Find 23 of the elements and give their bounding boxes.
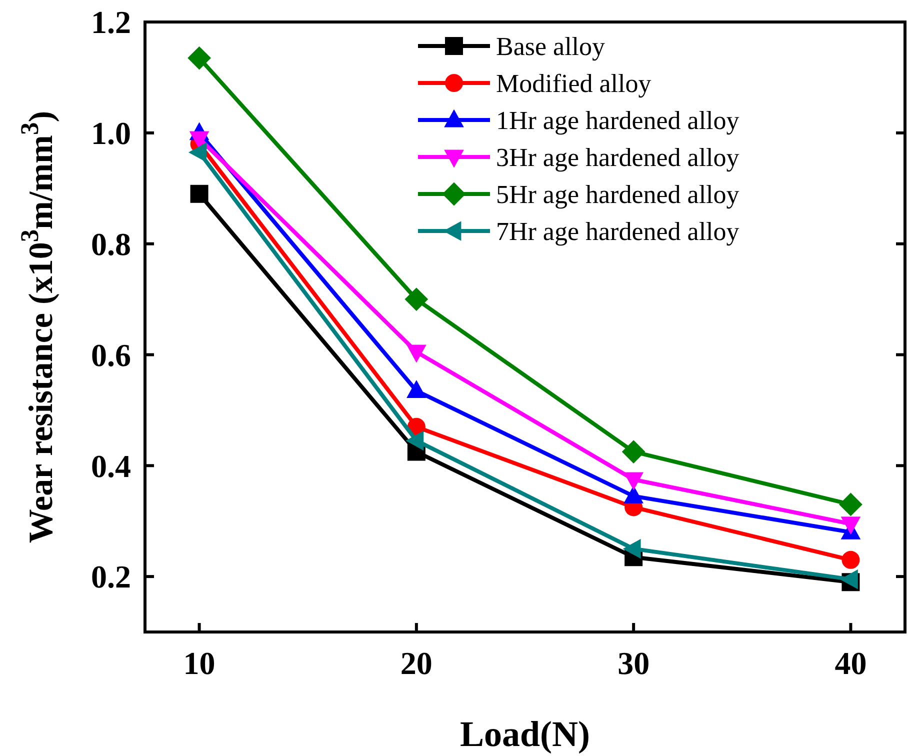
x-tick-label: 10: [183, 645, 216, 681]
legend-label: 7Hr age hardened alloy: [496, 217, 740, 246]
point: [404, 288, 428, 311]
point: [839, 492, 862, 516]
x-tick-label: 30: [618, 645, 650, 681]
x-tick-label: 20: [400, 645, 432, 681]
legend-label: 5Hr age hardened alloy: [496, 180, 740, 210]
point: [188, 46, 211, 70]
x-tick-label: 40: [834, 645, 867, 681]
legend-label: Modified alloy: [496, 69, 652, 98]
legend-label: 1Hr age hardened alloy: [496, 106, 740, 136]
legend-label: Base alloy: [496, 32, 606, 62]
y-tick-label: 0.4: [91, 448, 131, 484]
y-tick-label: 0.8: [91, 226, 131, 262]
x-axis-title: Load(N): [460, 714, 590, 754]
point: [622, 440, 646, 464]
y-tick-label: 1.0: [91, 115, 131, 152]
point: [842, 550, 860, 569]
y-tick-label: 0.2: [91, 558, 131, 595]
legend-label: 3Hr age hardened alloy: [496, 143, 740, 172]
y-tick-label: 0.6: [91, 336, 131, 373]
point: [190, 184, 208, 203]
y-tick-label: 1.2: [91, 4, 131, 40]
